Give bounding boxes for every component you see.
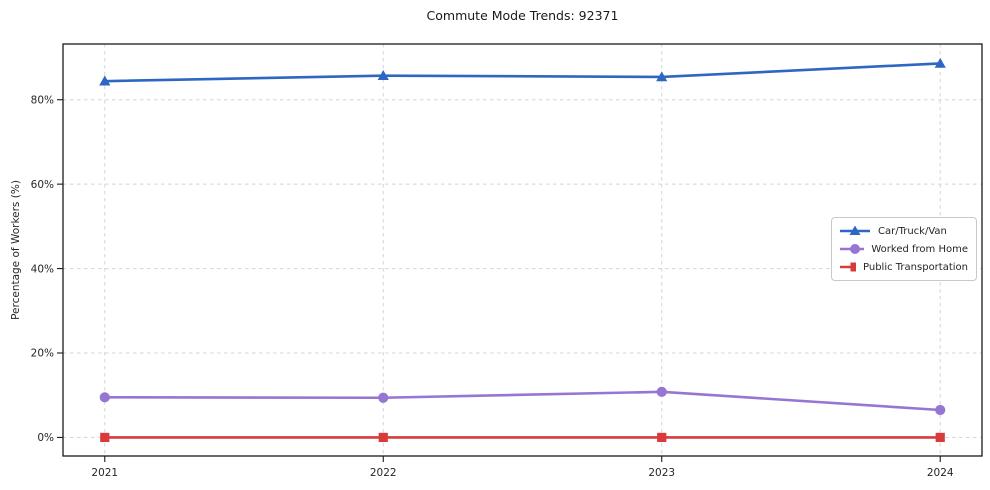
legend-triangle-marker-icon — [840, 225, 870, 235]
legend-label: Public Transportation — [863, 261, 968, 273]
chart-title: Commute Mode Trends: 92371 — [426, 8, 619, 23]
y-tick-label: 0% — [37, 432, 54, 444]
x-tick-label: 2024 — [927, 467, 954, 479]
series-marker-public-transportation — [100, 432, 110, 443]
series-line-car-truck-van — [104, 62, 941, 83]
x-tick-label: 2022 — [370, 467, 397, 479]
plot-border — [62, 43, 983, 457]
series-marker-worked-from-home — [99, 392, 110, 403]
y-tick-label: 40% — [31, 263, 54, 275]
legend-item-public-transportation: Public Transportation — [839, 260, 968, 274]
legend-circle-marker-icon — [840, 244, 865, 254]
legend-item-car-truck-van: Car/Truck/Van — [839, 224, 968, 238]
x-tick-label: 2021 — [91, 467, 118, 479]
legend: Car/Truck/Van Worked from Home Public Tr… — [831, 217, 977, 281]
series-marker-worked-from-home — [935, 404, 946, 416]
series-line-worked-from-home — [104, 390, 941, 412]
y-tick-label: 80% — [31, 94, 54, 106]
legend-label: Worked from Home — [871, 243, 968, 255]
series-marker-car-truck-van — [99, 75, 111, 86]
y-tick-label: 60% — [31, 179, 54, 191]
legend-square-marker-icon — [840, 262, 857, 272]
legend-item-worked-from-home: Worked from Home — [839, 242, 968, 256]
legend-label: Car/Truck/Van — [878, 225, 947, 237]
y-tick-label: 20% — [31, 348, 54, 360]
series-marker-public-transportation — [935, 432, 945, 443]
series-marker-public-transportation — [657, 432, 667, 443]
x-tick-label: 2023 — [648, 467, 675, 479]
series-marker-car-truck-van — [377, 70, 389, 80]
series-marker-worked-from-home — [656, 386, 667, 397]
series-marker-car-truck-van — [934, 57, 946, 68]
series-marker-worked-from-home — [378, 392, 389, 403]
series-marker-car-truck-van — [656, 71, 668, 82]
series-marker-public-transportation — [378, 432, 388, 443]
